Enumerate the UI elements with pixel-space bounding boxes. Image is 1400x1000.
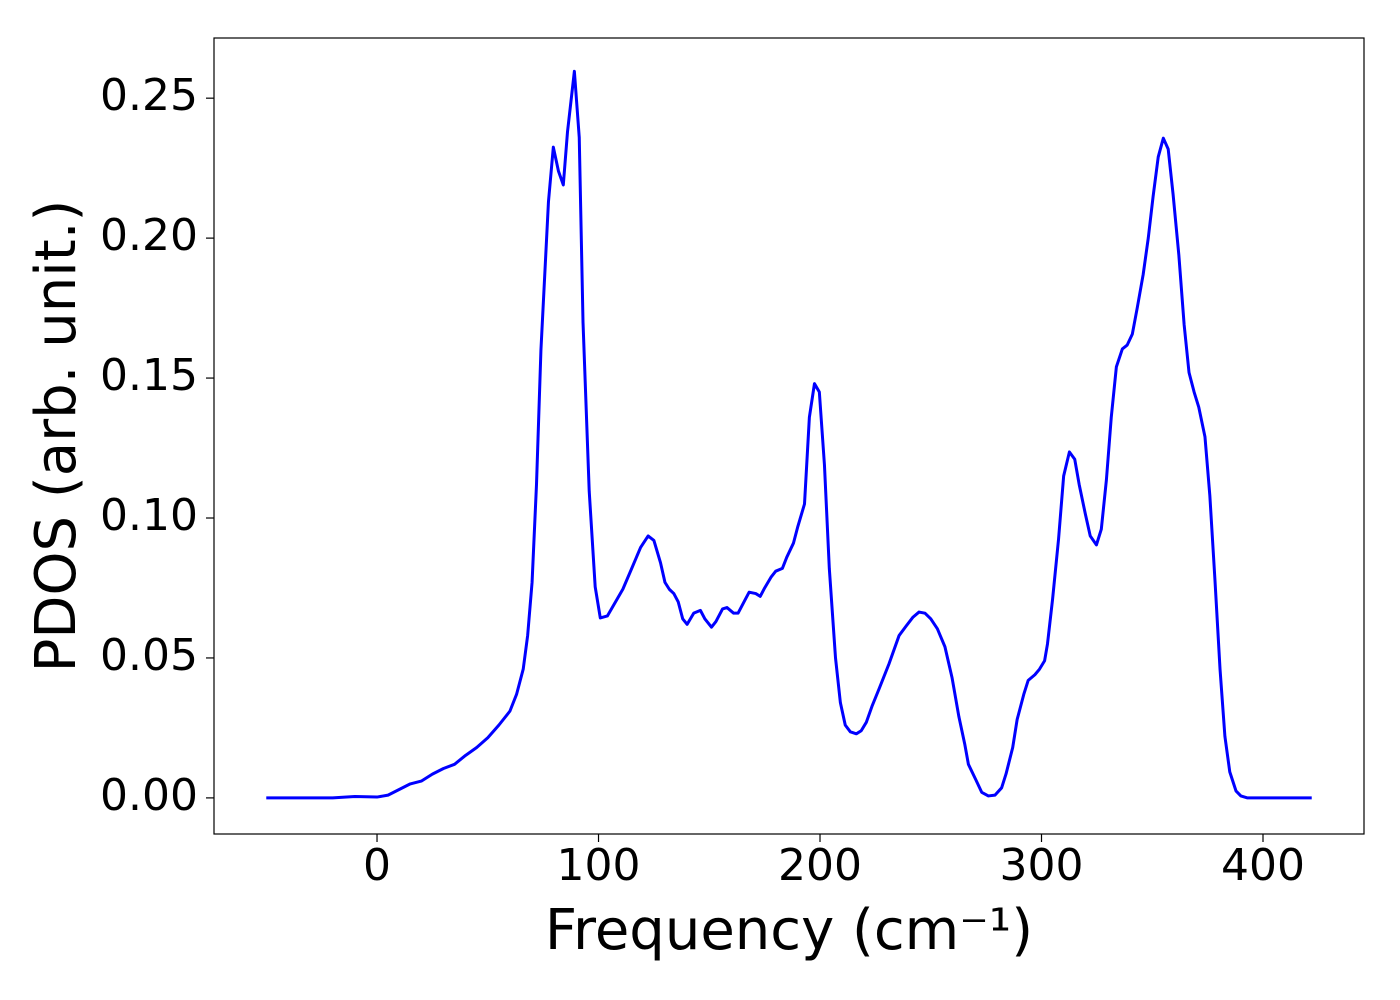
line-series xyxy=(266,69,1312,800)
x-tick-label: 200 xyxy=(778,840,862,891)
y-axis-label: PDOS (arb. unit.) xyxy=(24,200,89,673)
x-tick-label: 0 xyxy=(363,840,391,891)
y-tick-label: 0.25 xyxy=(100,70,198,121)
y-tick-label: 0.05 xyxy=(100,630,198,681)
x-axis-label: Frequency (cm⁻¹) xyxy=(545,898,1033,963)
y-tick-label: 0.15 xyxy=(100,350,198,401)
x-tick-label: 300 xyxy=(1000,840,1084,891)
y-tick-label: 0.20 xyxy=(100,210,198,261)
y-tick-label: 0.00 xyxy=(100,770,198,821)
y-tick-label: 0.10 xyxy=(100,490,198,541)
x-tick-label: 100 xyxy=(557,840,641,891)
x-tick-label: 400 xyxy=(1221,840,1305,891)
plot-frame xyxy=(213,37,1365,835)
